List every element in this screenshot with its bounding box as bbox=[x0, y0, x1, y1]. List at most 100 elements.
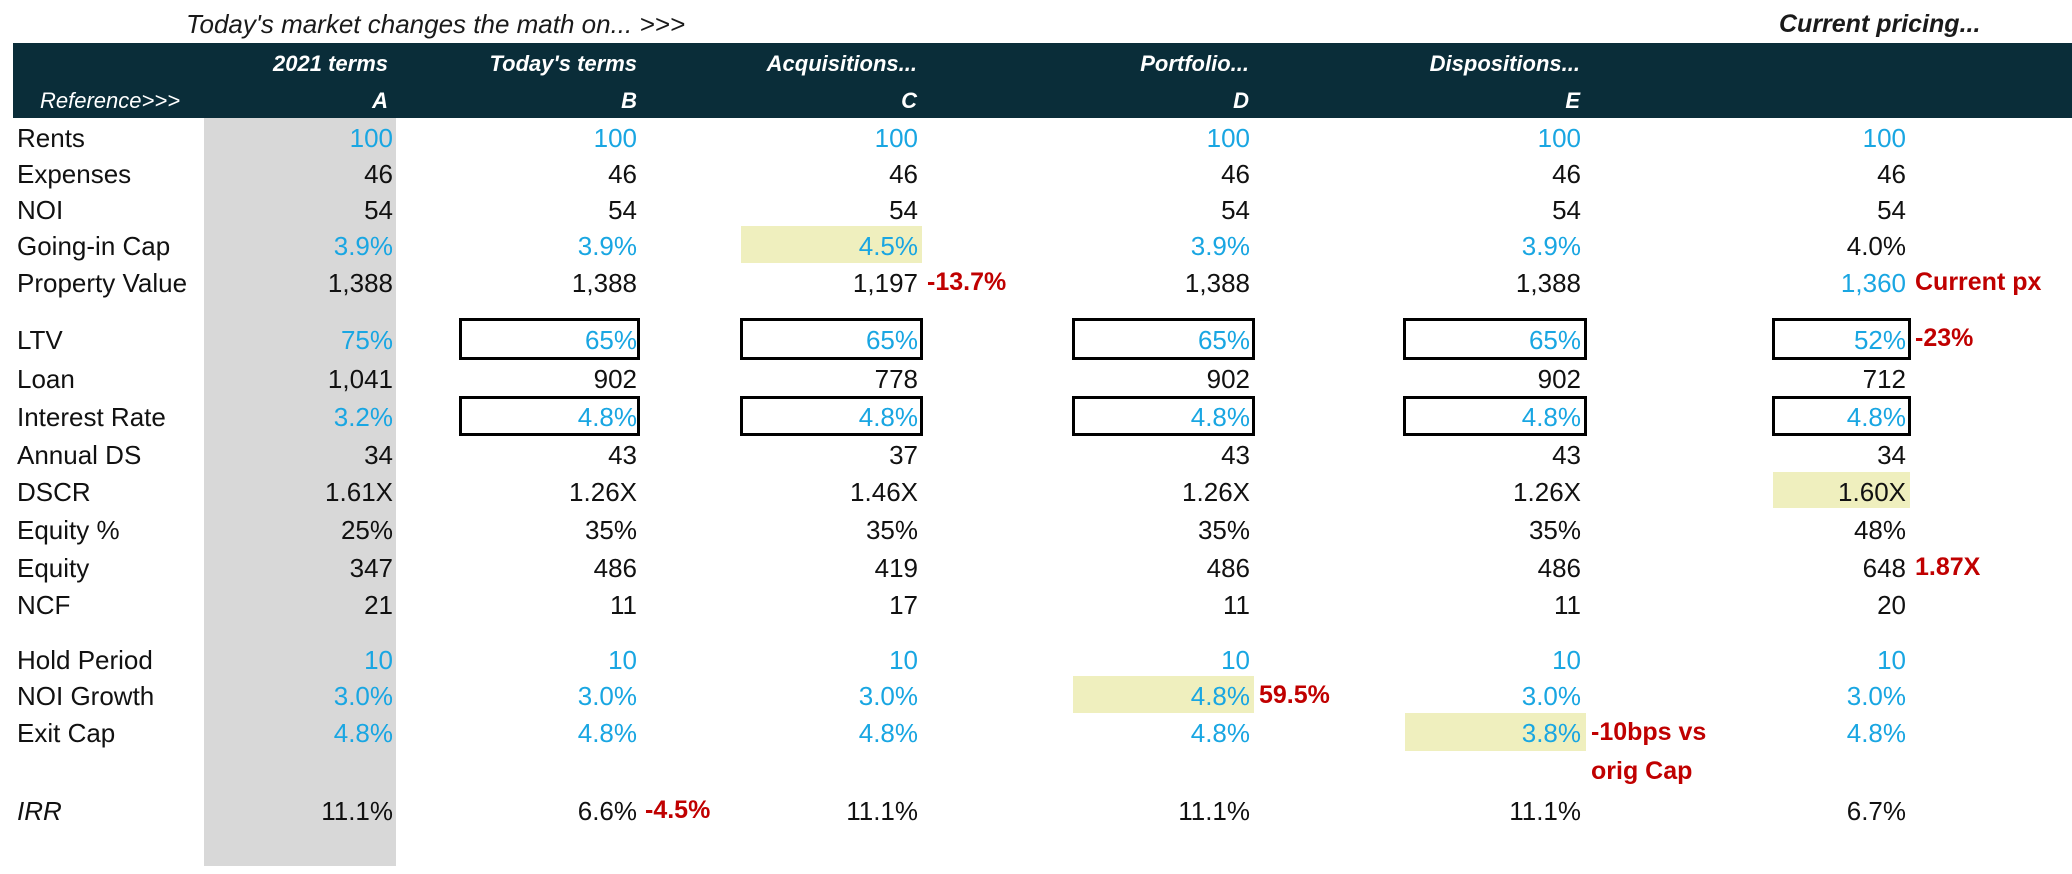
cell-rents-a[interactable]: 100 bbox=[349, 123, 393, 153]
cell-exit-cap-current[interactable]: 4.8% bbox=[1846, 718, 1906, 748]
cell-noi-growth-b[interactable]: 3.0% bbox=[577, 681, 637, 711]
cell-noi-c: 54 bbox=[889, 195, 918, 225]
box-ltv-current[interactable] bbox=[1772, 318, 1911, 360]
cell-interest-rate-a[interactable]: 3.2% bbox=[333, 402, 393, 432]
row-label-rents: Rents bbox=[17, 123, 85, 153]
cell-exit-cap-d[interactable]: 4.8% bbox=[1190, 718, 1250, 748]
cell-equity-b: 486 bbox=[593, 553, 637, 583]
cell-property-value-c: 1,197 bbox=[852, 268, 918, 298]
cell-noi-a: 54 bbox=[364, 195, 393, 225]
row-label-noi: NOI bbox=[17, 195, 64, 225]
row-label-hold-period: Hold Period bbox=[17, 645, 153, 675]
cell-dscr-current: 1.60X bbox=[1838, 477, 1906, 507]
cell-rents-c[interactable]: 100 bbox=[874, 123, 918, 153]
cell-noi-e: 54 bbox=[1552, 195, 1581, 225]
cell-ltv-c[interactable]: 65% bbox=[865, 325, 918, 355]
cell-annual-ds-c: 37 bbox=[889, 440, 918, 470]
cell-ltv-current[interactable]: 52% bbox=[1853, 325, 1906, 355]
cell-interest-rate-e[interactable]: 4.8% bbox=[1521, 402, 1581, 432]
col-d-ref: D bbox=[1233, 88, 1249, 113]
box-interest-current[interactable] bbox=[1772, 396, 1911, 436]
cell-equity-d: 35% bbox=[1197, 515, 1250, 545]
cell-exit-cap-a[interactable]: 4.8% bbox=[333, 718, 393, 748]
cell-hold-period-e[interactable]: 10 bbox=[1552, 645, 1581, 675]
cell-annual-ds-b: 43 bbox=[608, 440, 637, 470]
row-label-property-value: Property Value bbox=[17, 268, 188, 298]
cell-noi-growth-c[interactable]: 3.0% bbox=[858, 681, 918, 711]
row-label-ltv: LTV bbox=[17, 325, 63, 355]
cell-going-in-cap-a[interactable]: 3.9% bbox=[333, 231, 393, 261]
cell-hold-period-c[interactable]: 10 bbox=[889, 645, 918, 675]
cell-loan-b: 902 bbox=[593, 364, 637, 394]
cell-dscr-e: 1.26X bbox=[1513, 477, 1581, 507]
cell-annual-ds-e: 43 bbox=[1552, 440, 1581, 470]
cell-exit-cap-b[interactable]: 4.8% bbox=[577, 718, 637, 748]
annotation-ltv-current: -23% bbox=[1915, 324, 1974, 352]
cell-ncf-d: 11 bbox=[1223, 590, 1250, 620]
cell-property-value-current[interactable]: 1,360 bbox=[1840, 268, 1906, 298]
annotation-irr-b: -4.5% bbox=[645, 796, 711, 824]
box-interest-c[interactable] bbox=[740, 396, 923, 436]
cell-going-in-cap-d[interactable]: 3.9% bbox=[1190, 231, 1250, 261]
box-ltv-b[interactable] bbox=[459, 318, 640, 360]
cell-hold-period-d[interactable]: 10 bbox=[1221, 645, 1250, 675]
highlight-exit-cap-e bbox=[1405, 713, 1586, 751]
cell-equity-d: 486 bbox=[1206, 553, 1250, 583]
box-interest-b[interactable] bbox=[459, 396, 640, 436]
box-interest-e[interactable] bbox=[1403, 396, 1587, 436]
cell-interest-rate-b[interactable]: 4.8% bbox=[577, 402, 637, 432]
row-label-expenses: Expenses bbox=[17, 159, 132, 189]
col-e-ref: E bbox=[1565, 88, 1580, 113]
box-ltv-e[interactable] bbox=[1403, 318, 1587, 360]
cell-ncf-a: 21 bbox=[364, 590, 393, 620]
cell-loan-d: 902 bbox=[1206, 364, 1250, 394]
col-a-ref: A bbox=[372, 88, 388, 113]
current-pricing-title: Current pricing... bbox=[1779, 10, 1981, 38]
box-ltv-d[interactable] bbox=[1072, 318, 1255, 360]
highlight-going-in-cap-c bbox=[741, 226, 922, 263]
col-c-title: Acquisitions... bbox=[766, 51, 917, 76]
col-d-title: Portfolio... bbox=[1140, 51, 1249, 76]
cell-ltv-a[interactable]: 75% bbox=[340, 325, 393, 355]
cell-dscr-b: 1.26X bbox=[569, 477, 637, 507]
cell-hold-period-current[interactable]: 10 bbox=[1877, 645, 1906, 675]
cell-dscr-a: 1.61X bbox=[325, 477, 393, 507]
cell-rents-d[interactable]: 100 bbox=[1206, 123, 1250, 153]
cell-going-in-cap-b[interactable]: 3.9% bbox=[577, 231, 637, 261]
cell-exit-cap-e[interactable]: 3.8% bbox=[1521, 718, 1581, 748]
box-interest-d[interactable] bbox=[1072, 396, 1255, 436]
cell-expenses-d: 46 bbox=[1221, 159, 1250, 189]
cell-equity-b: 35% bbox=[584, 515, 637, 545]
cell-interest-rate-c[interactable]: 4.8% bbox=[858, 402, 918, 432]
cell-ltv-d[interactable]: 65% bbox=[1197, 325, 1250, 355]
cell-rents-current[interactable]: 100 bbox=[1862, 123, 1906, 153]
cell-interest-rate-current[interactable]: 4.8% bbox=[1846, 402, 1906, 432]
reference-column-shade bbox=[204, 118, 396, 866]
box-ltv-c[interactable] bbox=[740, 318, 923, 360]
row-label-dscr: DSCR bbox=[17, 477, 91, 507]
cell-hold-period-a[interactable]: 10 bbox=[364, 645, 393, 675]
cell-noi-growth-current[interactable]: 3.0% bbox=[1846, 681, 1906, 711]
highlight-dscr-current bbox=[1773, 472, 1910, 508]
cell-interest-rate-d[interactable]: 4.8% bbox=[1190, 402, 1250, 432]
row-label-loan: Loan bbox=[17, 364, 75, 394]
cell-expenses-b: 46 bbox=[608, 159, 637, 189]
annotation-property-value-c: -13.7% bbox=[927, 268, 1007, 296]
cell-noi-growth-e[interactable]: 3.0% bbox=[1521, 681, 1581, 711]
cell-ltv-b[interactable]: 65% bbox=[584, 325, 637, 355]
cell-ncf-c: 17 bbox=[889, 590, 918, 620]
cell-noi-growth-d[interactable]: 4.8% bbox=[1190, 681, 1250, 711]
cell-going-in-cap-e[interactable]: 3.9% bbox=[1521, 231, 1581, 261]
cell-noi-growth-a[interactable]: 3.0% bbox=[333, 681, 393, 711]
cell-hold-period-b[interactable]: 10 bbox=[608, 645, 637, 675]
cell-rents-e[interactable]: 100 bbox=[1537, 123, 1581, 153]
cell-going-in-cap-c[interactable]: 4.5% bbox=[858, 231, 918, 261]
cell-ltv-e[interactable]: 65% bbox=[1528, 325, 1581, 355]
row-label-exit-cap: Exit Cap bbox=[17, 718, 116, 748]
cell-dscr-c: 1.46X bbox=[850, 477, 918, 507]
cell-rents-b[interactable]: 100 bbox=[593, 123, 637, 153]
row-label-ncf: NCF bbox=[17, 590, 71, 620]
cell-equity-c: 35% bbox=[865, 515, 918, 545]
cell-irr-b: 6.6% bbox=[577, 796, 637, 826]
cell-exit-cap-c[interactable]: 4.8% bbox=[858, 718, 918, 748]
